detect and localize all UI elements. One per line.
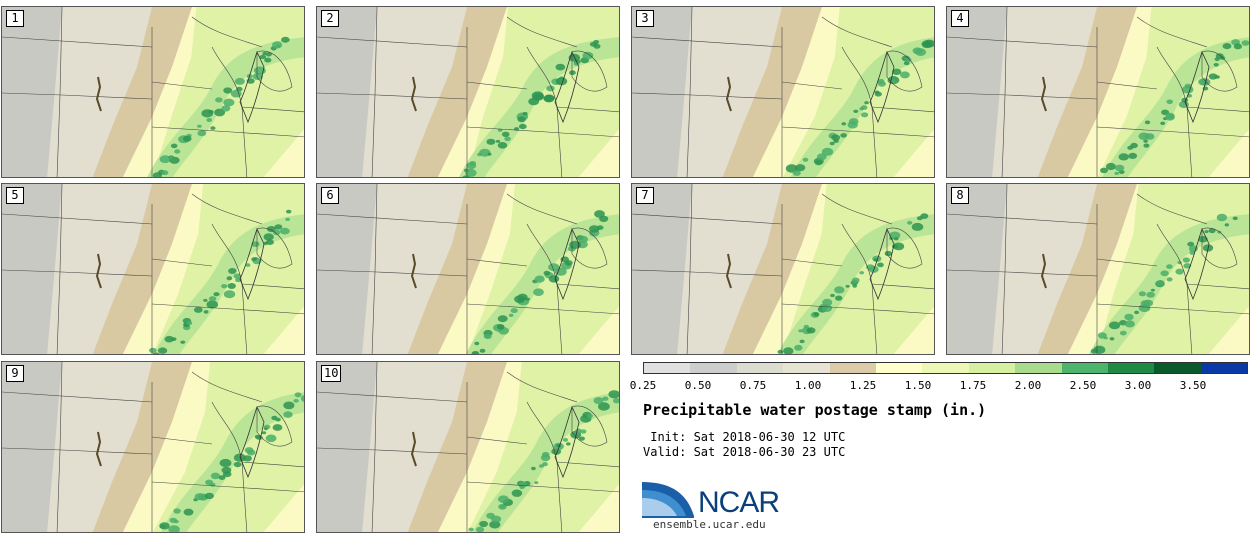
precip-water-map (317, 184, 619, 354)
colorbar-tick-label: 2.00 (1014, 379, 1042, 392)
colorbar-tick-label: 2.50 (1069, 379, 1097, 392)
colorbar-swatch (783, 363, 830, 373)
precip-water-map (632, 7, 934, 177)
logo-url: ensemble.ucar.edu (653, 518, 766, 531)
ncar-wordmark: NCAR (698, 486, 780, 519)
member-panel-6: 6 (316, 183, 620, 355)
precip-water-map (317, 362, 619, 532)
member-number: 2 (321, 10, 339, 27)
precip-water-map (317, 7, 619, 177)
member-number: 4 (951, 10, 969, 27)
colorbar-tick-label: 0.25 (629, 379, 657, 392)
colorbar-swatch (644, 363, 691, 373)
colorbar-swatch (1015, 363, 1062, 373)
member-number: 7 (636, 187, 654, 204)
member-panel-5: 5 (1, 183, 305, 355)
member-number: 9 (6, 365, 24, 382)
colorbar-tick-label: 1.25 (849, 379, 877, 392)
member-number: 1 (6, 10, 24, 27)
member-number: 6 (321, 187, 339, 204)
colorbar-swatch (736, 363, 784, 373)
colorbar-swatch (1154, 363, 1201, 373)
precip-water-map (947, 184, 1249, 354)
colorbar-swatch (829, 363, 876, 373)
precip-water-map (2, 184, 304, 354)
colorbar-swatch (1107, 363, 1155, 373)
member-panel-1: 1 (1, 6, 305, 178)
init-time: Init: Sat 2018-06-30 12 UTC (643, 430, 846, 444)
colorbar-swatch (875, 363, 923, 373)
member-number: 10 (321, 365, 342, 382)
member-number: 5 (6, 187, 24, 204)
precip-water-map (947, 7, 1249, 177)
member-panel-4: 4 (946, 6, 1250, 178)
member-panel-2: 2 (316, 6, 620, 178)
valid-time: Valid: Sat 2018-06-30 23 UTC (643, 445, 846, 459)
colorbar-swatch (968, 363, 1016, 373)
colorbar-tick-label: 0.75 (739, 379, 767, 392)
member-panel-9: 9 (1, 361, 305, 533)
colorbar-swatch (922, 363, 969, 373)
colorbar-swatch (1061, 363, 1108, 373)
precip-water-map (2, 362, 304, 532)
colorbar-swatch (1200, 363, 1248, 373)
colorbar-tick-label: 3.00 (1124, 379, 1152, 392)
ncar-logo (642, 482, 694, 518)
colorbar-tick-label: 1.00 (794, 379, 822, 392)
member-panel-7: 7 (631, 183, 935, 355)
member-number: 3 (636, 10, 654, 27)
colorbar-tick-label: 3.50 (1179, 379, 1207, 392)
member-number: 8 (951, 187, 969, 204)
precip-water-map (632, 184, 934, 354)
member-panel-10: 10 (316, 361, 620, 533)
map-title: Precipitable water postage stamp (in.) (643, 401, 987, 419)
colorbar-tick-label: 1.75 (959, 379, 987, 392)
colorbar-tick-label: 0.50 (684, 379, 712, 392)
precip-water-map (2, 7, 304, 177)
colorbar-swatch (690, 363, 737, 373)
colorbar (643, 362, 1248, 374)
colorbar-tick-label: 1.50 (904, 379, 932, 392)
member-panel-3: 3 (631, 6, 935, 178)
member-panel-8: 8 (946, 183, 1250, 355)
